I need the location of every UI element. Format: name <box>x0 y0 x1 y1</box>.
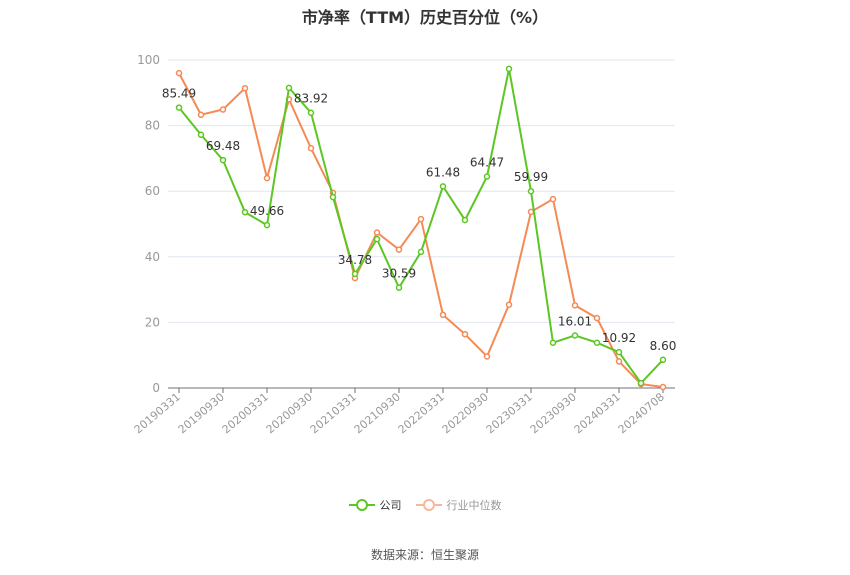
line-chart: 0 20 40 60 80 100 2019033120190930202003312020… <box>132 53 677 436</box>
legend-label-company: 公司 <box>379 499 402 512</box>
x-tick-label: 20200331 <box>220 390 271 436</box>
company-point[interactable] <box>285 84 293 92</box>
legend-item-company[interactable]: 公司 <box>348 497 402 513</box>
industry-point[interactable] <box>175 69 183 77</box>
x-tick-label: 20190331 <box>132 390 183 436</box>
industry-point[interactable] <box>439 311 447 319</box>
company-point[interactable] <box>417 248 425 256</box>
industry-point[interactable] <box>307 144 315 152</box>
data-label: 69.48 <box>206 139 240 153</box>
x-tick-label: 20210930 <box>352 390 403 436</box>
industry-point[interactable] <box>263 174 271 182</box>
y-tick-label: 40 <box>145 250 160 264</box>
company-point[interactable] <box>263 221 271 229</box>
company-point[interactable] <box>637 379 645 387</box>
y-tick-label: 60 <box>145 184 160 198</box>
industry-point[interactable] <box>659 383 667 391</box>
data-label: 59.99 <box>514 170 548 184</box>
industry-point[interactable] <box>219 106 227 113</box>
industry-point[interactable] <box>395 246 403 253</box>
company-point[interactable] <box>219 156 227 164</box>
data-label: 61.48 <box>426 165 460 179</box>
data-label: 64.47 <box>470 156 504 170</box>
data-label: 30.59 <box>382 267 416 281</box>
data-label: 34.78 <box>338 253 372 267</box>
company-point[interactable] <box>549 339 557 346</box>
x-tick-label: 20230331 <box>484 390 535 436</box>
x-tick-label: 20220930 <box>440 390 491 436</box>
data-label: 16.01 <box>558 314 592 328</box>
industry-point[interactable] <box>593 314 601 322</box>
company-point[interactable] <box>241 208 249 216</box>
data-label: 83.92 <box>294 92 328 106</box>
data-label: 49.66 <box>250 204 284 218</box>
legend-industry-icon <box>415 499 442 511</box>
data-label: 10.92 <box>602 331 636 345</box>
industry-point[interactable] <box>549 195 557 203</box>
company-point[interactable] <box>593 339 601 346</box>
company-point[interactable] <box>307 109 315 116</box>
industry-point[interactable] <box>417 215 425 223</box>
legend: 公司 行业中位数 <box>0 497 850 513</box>
y-tick-label: 80 <box>145 119 160 133</box>
y-tick-label: 0 <box>152 381 160 395</box>
x-tick-label: 20240708 <box>616 390 667 436</box>
company-point[interactable] <box>461 216 469 224</box>
x-tick-label: 20230930 <box>528 390 579 436</box>
industry-point[interactable] <box>461 330 469 338</box>
company-point[interactable] <box>329 193 337 201</box>
industry-point[interactable] <box>241 84 249 92</box>
company-point[interactable] <box>351 270 359 278</box>
legend-label-industry: 行业中位数 <box>446 499 502 512</box>
company-point[interactable] <box>527 187 535 195</box>
legend-item-industry[interactable]: 行业中位数 <box>415 497 502 513</box>
industry-point[interactable] <box>571 302 579 309</box>
industry-point[interactable] <box>483 353 491 360</box>
company-point[interactable] <box>175 104 183 111</box>
company-point[interactable] <box>439 183 447 190</box>
x-tick-label: 20190930 <box>176 390 227 436</box>
company-point[interactable] <box>615 348 623 356</box>
company-point[interactable] <box>571 332 579 339</box>
company-point[interactable] <box>197 131 205 139</box>
x-tick-label: 20210331 <box>308 390 359 436</box>
y-tick-label: 100 <box>137 53 160 67</box>
industry-point[interactable] <box>615 358 623 365</box>
x-tick-label: 20200930 <box>264 390 315 436</box>
company-point[interactable] <box>659 356 667 364</box>
data-source: 数据来源：恒生聚源 <box>370 548 479 562</box>
x-tick-label: 20220331 <box>396 390 447 436</box>
company-point[interactable] <box>505 65 513 73</box>
industry-point[interactable] <box>505 301 513 308</box>
company-point[interactable] <box>483 173 491 180</box>
chart-title: 市净率（TTM）历史百分位（%） <box>301 8 549 27</box>
company-point[interactable] <box>395 284 403 291</box>
company-point[interactable] <box>373 235 381 243</box>
industry-point[interactable] <box>197 111 205 119</box>
legend-company-icon <box>348 499 375 511</box>
industry-point[interactable] <box>373 229 381 236</box>
data-label: 85.49 <box>162 87 196 101</box>
x-tick-label: 20240331 <box>572 390 623 436</box>
data-label: 8.60 <box>650 339 677 353</box>
y-tick-label: 20 <box>145 315 160 329</box>
